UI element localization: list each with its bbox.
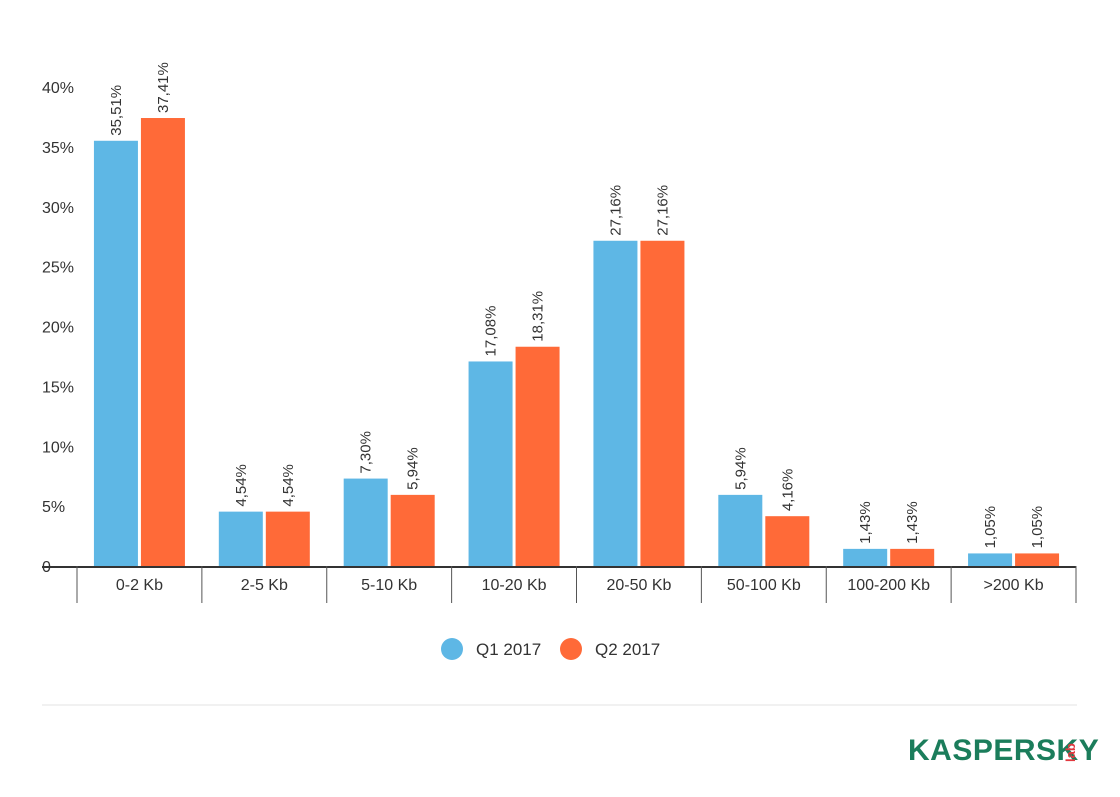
data-label: 1,05%: [1029, 506, 1046, 549]
x-tick-label: 20-50 Kb: [606, 577, 671, 594]
legend-label: Q1 2017: [476, 640, 541, 659]
logo-suffix: lab: [1063, 743, 1078, 762]
bars: [93, 118, 1060, 566]
legend-label: Q2 2017: [595, 640, 660, 659]
bar-q2: [765, 516, 810, 566]
bar-q2: [890, 548, 935, 566]
y-tick-label: 10%: [42, 439, 74, 456]
bar-q2: [265, 511, 310, 566]
data-label: 1,43%: [904, 501, 921, 544]
bar-q2: [1015, 553, 1060, 566]
kaspersky-logo: KASPERSKY lab: [908, 734, 1099, 767]
bar-q1: [843, 548, 888, 566]
y-tick-label: 30%: [42, 200, 74, 217]
data-label: 17,08%: [483, 306, 500, 357]
y-tick-label: 20%: [42, 320, 74, 337]
legend-swatch: [441, 638, 463, 660]
logo-wordmark: KASPERSKY: [908, 734, 1099, 767]
data-label: 4,54%: [280, 464, 297, 507]
bar-q1: [468, 361, 513, 566]
bar-q2: [640, 240, 685, 566]
legend-swatch: [560, 638, 582, 660]
bar-q1: [593, 240, 638, 566]
data-label: 27,16%: [607, 185, 624, 236]
bar-q2: [140, 118, 185, 566]
data-label: 37,41%: [155, 62, 172, 113]
data-label: 18,31%: [530, 291, 547, 342]
legend: Q1 2017 Q2 2017: [441, 638, 660, 660]
x-tick-label: 50-100 Kb: [727, 577, 801, 594]
data-label: 4,54%: [233, 464, 250, 507]
bar-q1: [343, 478, 388, 566]
bar-q2: [515, 346, 560, 566]
y-tick-label: 5%: [42, 499, 65, 516]
data-label: 7,30%: [358, 431, 375, 474]
data-label: 4,16%: [779, 469, 796, 512]
data-label: 5,94%: [405, 447, 422, 490]
data-label: 35,51%: [108, 85, 125, 136]
y-tick-label: 15%: [42, 379, 74, 396]
x-tick-label: 10-20 Kb: [482, 577, 547, 594]
bar-q2: [390, 494, 435, 566]
x-tick-label: 5-10 Kb: [361, 577, 417, 594]
data-label: 1,05%: [982, 506, 999, 549]
bar-q1: [218, 511, 263, 566]
bar-q1: [718, 494, 763, 566]
x-axis: 0-2 Kb 2-5 Kb 5-10 Kb 10-20 Kb 20-50 Kb 50-10…: [42, 566, 1077, 603]
y-tick-label: 25%: [42, 260, 74, 277]
y-tick-label: 35%: [42, 140, 74, 157]
bar-q1: [968, 553, 1013, 566]
data-labels: 35,51% 37,41% 4,54% 4,54% 7,30% 5,94% 17,08% 18…: [108, 62, 1046, 548]
x-tick-label: 100-200 Kb: [847, 577, 930, 594]
x-tick-label: >200 Kb: [984, 577, 1044, 594]
data-label: 5,94%: [732, 447, 749, 490]
y-axis: 05%10%15%20%25%30%35%40%: [42, 80, 74, 576]
bar-q1: [93, 140, 138, 566]
data-label: 27,16%: [654, 185, 671, 236]
x-tick-label: 2-5 Kb: [241, 577, 288, 594]
x-tick-label: 0-2 Kb: [116, 577, 163, 594]
y-tick-label: 40%: [42, 80, 74, 97]
data-label: 1,43%: [857, 501, 874, 544]
